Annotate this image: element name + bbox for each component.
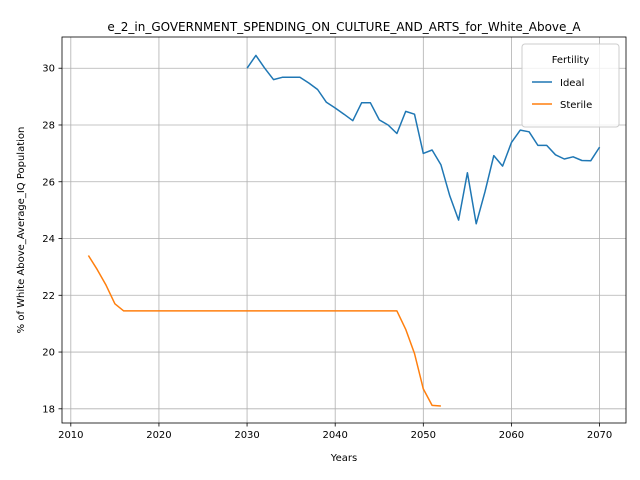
x-tick-label: 2050: [411, 430, 436, 441]
y-tick-label: 24: [42, 234, 55, 245]
legend-label-sterile: Sterile: [560, 100, 592, 111]
y-tick-label: 22: [42, 291, 55, 302]
x-axis-ticks: 2010 2020 2030 2040 2050 2060 2070: [58, 423, 612, 441]
y-tick-label: 20: [42, 348, 55, 359]
y-tick-label: 28: [42, 120, 55, 131]
y-axis-label: % of White Above_Average_IQ Population: [16, 127, 27, 334]
x-tick-label: 2040: [322, 430, 347, 441]
legend-box: [521, 43, 620, 128]
x-tick-label: 2010: [58, 430, 83, 441]
chart-title: e_2_in_GOVERNMENT_SPENDING_ON_CULTURE_AN…: [107, 20, 581, 34]
y-tick-label: 26: [42, 177, 55, 188]
legend: Fertility Ideal Sterile: [521, 43, 620, 128]
x-tick-label: 2020: [146, 430, 171, 441]
x-tick-label: 2030: [234, 430, 259, 441]
grid: [62, 37, 626, 423]
x-axis-label: Years: [330, 453, 357, 464]
y-tick-label: 30: [42, 64, 55, 75]
legend-title: Fertility: [552, 55, 590, 66]
series-line-sterile: [87, 255, 441, 407]
y-axis-ticks: 18 20 22 24 26 28 30: [42, 64, 62, 415]
legend-label-ideal: Ideal: [560, 78, 584, 89]
x-tick-label: 2060: [499, 430, 524, 441]
x-tick-label: 2070: [587, 430, 612, 441]
series-line-ideal: [246, 54, 601, 225]
plot-series: [87, 54, 601, 407]
legend-items: Ideal Sterile: [532, 78, 592, 111]
y-tick-label: 18: [42, 404, 55, 415]
plot-frame: [61, 36, 627, 424]
